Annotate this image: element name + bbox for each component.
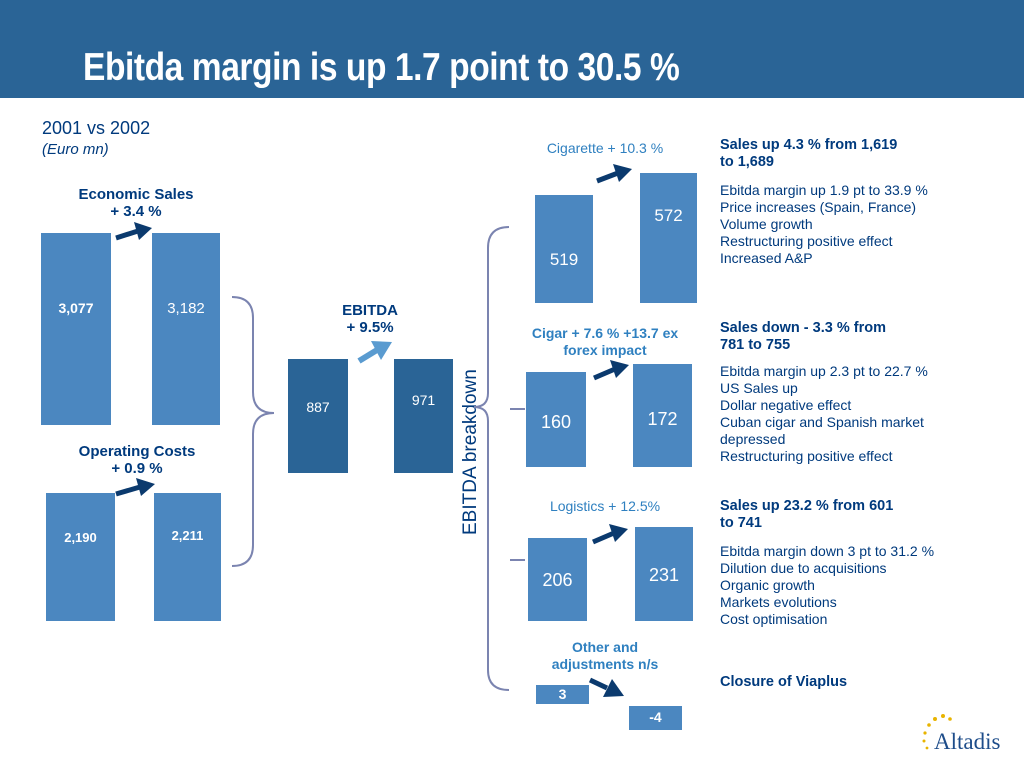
cigar-detail-item: Ebitda margin up 2.3 pt to 22.7 %	[720, 363, 928, 379]
logistics-bar-2002: 231	[635, 527, 693, 621]
operating-costs-bar-2001: 2,190	[46, 493, 115, 621]
ebitda-arrow-icon	[357, 341, 392, 364]
other-label-line2: adjustments n/s	[551, 656, 659, 672]
logistics-arrow-icon	[592, 524, 628, 545]
cigar-heading: Sales down - 3.3 % from 781 to 755	[720, 320, 980, 354]
operating-costs-value-2002: 2,211	[171, 528, 204, 543]
cigarette-heading-line2: to 1,689	[720, 154, 774, 170]
operating-costs-bar-2002: 2,211	[154, 493, 221, 621]
economic-sales-title: Economic Sales	[78, 186, 194, 203]
logistics-detail-item: Organic growth	[720, 577, 815, 593]
other-value-2002: -4	[649, 709, 662, 725]
ebitda-growth: + 9.5%	[346, 319, 394, 336]
cigar-detail-item: Cuban cigar and Spanish market	[720, 414, 924, 430]
ebitda-label: EBITDA + 9.5%	[310, 302, 430, 336]
cigar-bar-2001: 160	[526, 372, 586, 467]
cigarette-heading: Sales up 4.3 % from 1,619 to 1,689	[720, 137, 980, 171]
ebitda-value-2002: 971	[411, 392, 436, 408]
page-title: Ebitda margin is up 1.7 point to 30.5 %	[83, 46, 680, 89]
cigarette-value-2001: 519	[549, 250, 579, 269]
economic-sales-growth: + 3.4 %	[110, 203, 162, 220]
logo-stars-icon	[922, 714, 952, 750]
cigar-bar-2002: 172	[633, 364, 692, 467]
logistics-detail-item: Ebitda margin down 3 pt to 31.2 %	[720, 543, 935, 559]
cigar-heading-line1: Sales down - 3.3 % from	[720, 320, 886, 336]
operating-costs-arrow-icon	[115, 478, 155, 497]
cigar-arrow-icon	[593, 360, 629, 381]
altadis-logo: Altadis	[934, 729, 1001, 754]
cigar-detail-item: Dollar negative effect	[720, 397, 852, 413]
cigar-detail-item: US Sales up	[720, 380, 798, 396]
header-bar	[0, 0, 1024, 98]
other-label: Other and adjustments n/s	[525, 639, 685, 673]
cigar-value-2002: 172	[647, 409, 678, 429]
operating-costs-growth: + 0.9 %	[111, 460, 163, 477]
economic-sales-bar-2002: 3,182	[152, 233, 220, 425]
cigar-heading-line2: 781 to 755	[720, 337, 791, 353]
cigarette-heading-line1: Sales up 4.3 % from 1,619	[720, 137, 898, 153]
breakdown-bracket	[473, 226, 510, 691]
operating-costs-value-2001: 2,190	[64, 530, 97, 545]
cigarette-detail-item: Increased A&P	[720, 250, 813, 266]
logistics-detail-item: Markets evolutions	[720, 594, 837, 610]
cigarette-details: Ebitda margin up 1.9 pt to 33.9 % Price …	[720, 182, 928, 267]
economic-sales-bar-2001: 3,077	[41, 233, 111, 425]
logistics-value-2001: 206	[542, 570, 573, 590]
cigar-label-line2: forex impact	[563, 342, 647, 358]
cigarette-detail-item: Price increases (Spain, France)	[720, 199, 917, 215]
logistics-detail-item: Cost optimisation	[720, 611, 828, 627]
cigar-detail-item: Restructuring positive effect	[720, 448, 893, 464]
cigar-details: Ebitda margin up 2.3 pt to 22.7 % US Sal…	[720, 363, 928, 465]
economic-sales-arrow-icon	[115, 222, 152, 241]
other-label-line1: Other and	[571, 639, 639, 655]
logistics-details: Ebitda margin down 3 pt to 31.2 % Diluti…	[720, 543, 934, 628]
cigar-label-line1: Cigar + 7.6 % +13.7 ex	[531, 325, 679, 341]
left-bracket	[231, 296, 275, 567]
operating-costs-title: Operating Costs	[78, 443, 196, 460]
other-bar-2001: 3	[536, 685, 589, 704]
economic-sales-label: Economic Sales + 3.4 %	[56, 186, 216, 220]
other-value-2001: 3	[558, 686, 567, 702]
logistics-label: Logistics + 12.5%	[549, 498, 661, 514]
logistics-bar-2001: 206	[528, 538, 587, 621]
cigarette-bar-2001: 519	[535, 195, 593, 303]
economic-sales-value-2001: 3,077	[58, 300, 94, 316]
cigar-value-2001: 160	[540, 412, 572, 432]
other-heading: Closure of Viaplus	[720, 674, 848, 690]
cigar-label: Cigar + 7.6 % +13.7 ex forex impact	[514, 325, 696, 359]
operating-costs-label: Operating Costs + 0.9 %	[57, 443, 217, 477]
logistics-heading-line1: Sales up 23.2 % from 601	[720, 498, 894, 514]
logistics-heading: Sales up 23.2 % from 601 to 741	[720, 498, 980, 532]
period-label: 2001 vs 2002	[42, 118, 151, 138]
ebitda-value-2001: 887	[306, 399, 330, 415]
cigarette-label: Cigarette + 10.3 %	[546, 140, 664, 156]
cigarette-detail-item: Volume growth	[720, 216, 813, 232]
cigarette-bar-2002: 572	[640, 173, 697, 303]
cigarette-detail-item: Ebitda margin up 1.9 pt to 33.9 %	[720, 182, 928, 198]
cigarette-detail-item: Restructuring positive effect	[720, 233, 893, 249]
logistics-detail-item: Dilution due to acquisitions	[720, 560, 887, 576]
other-arrow-icon	[588, 677, 624, 697]
logistics-value-2002: 231	[648, 565, 680, 585]
units-label: (Euro mn)	[42, 141, 109, 158]
economic-sales-value-2002: 3,182	[167, 300, 205, 317]
other-bar-2002: -4	[629, 706, 682, 730]
logistics-heading-line2: to 741	[720, 515, 762, 531]
ebitda-bar-2002: 971	[394, 359, 453, 473]
cigarette-arrow-icon	[596, 164, 632, 184]
ebitda-bar-2001: 887	[288, 359, 348, 473]
cigarette-value-2002: 572	[654, 206, 683, 225]
cigar-detail-item: depressed	[720, 431, 786, 447]
ebitda-title: EBITDA	[342, 302, 398, 319]
